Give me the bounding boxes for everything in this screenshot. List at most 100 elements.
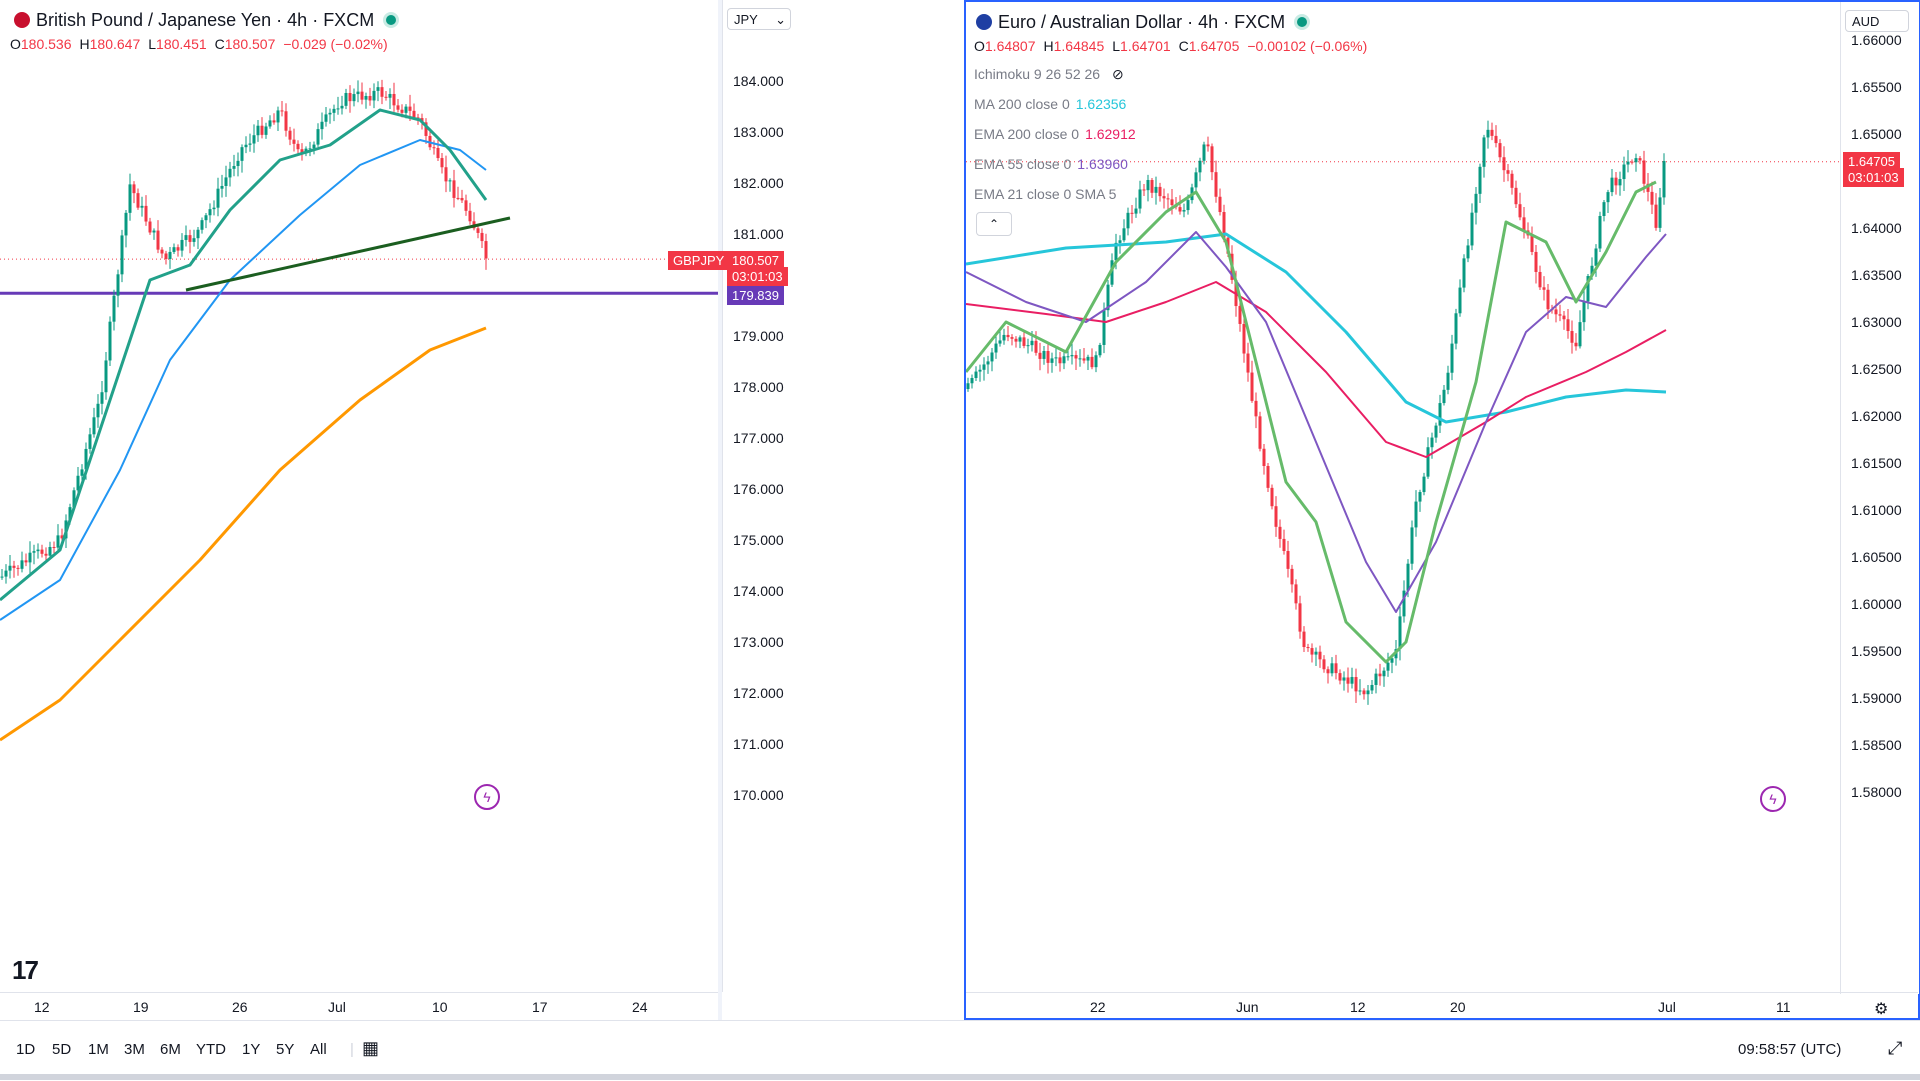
candle-body <box>982 364 986 370</box>
candle-body <box>208 209 212 216</box>
gbpjpy-ohlc: O180.536 H180.647 L180.451 C180.507 −0.029 (… <box>10 36 388 52</box>
tradingview-logo-icon[interactable]: 17 <box>12 955 39 985</box>
range-1y-button[interactable]: 1Y <box>242 1041 261 1058</box>
candle-body <box>1042 351 1046 359</box>
candle-body <box>1118 240 1122 243</box>
fullscreen-icon[interactable]: ⤢ <box>1888 1038 1903 1058</box>
candle-body <box>84 448 88 470</box>
eye-off-icon[interactable]: ⊘ <box>1111 66 1124 82</box>
high-value: 180.647 <box>89 36 141 52</box>
candle-body <box>116 274 120 296</box>
euraud-chart-pane[interactable]: Euro / Australian Dollar · 4h · FXCM O1.… <box>964 0 1920 1020</box>
candle-body <box>1054 357 1058 359</box>
ema55-line <box>966 231 1667 613</box>
gbpjpy-price-axis[interactable]: JPY ⌄ 184.000183.000182.000181.000180.00… <box>722 0 791 992</box>
candle-body <box>340 105 344 109</box>
indicator-ema55[interactable]: EMA 55 close 0 1.63960 <box>974 156 1128 172</box>
settings-gear-icon[interactable]: ⚙ <box>1874 1001 1889 1018</box>
candle-body <box>1058 357 1062 364</box>
candle-body <box>1618 179 1622 186</box>
candle-body <box>1358 690 1362 692</box>
range-3m-button[interactable]: 3M <box>124 1041 145 1058</box>
candle-body <box>436 148 440 159</box>
range-all-button[interactable]: All <box>310 1041 327 1058</box>
collapse-legend-button[interactable]: ⌃ <box>976 212 1012 236</box>
candle-body <box>1462 258 1466 288</box>
candle-body <box>1546 289 1550 310</box>
aud-currency-select[interactable]: AUD <box>1845 10 1909 32</box>
time-tick: Jul <box>1658 999 1676 1015</box>
indicator-ma200[interactable]: MA 200 close 0 1.62356 <box>974 96 1126 112</box>
gbpjpy-time-axis[interactable]: 12 19 26 Jul 10 17 24 <box>0 992 718 1021</box>
candle-body <box>112 295 116 322</box>
candle-body <box>1658 197 1662 228</box>
euraud-title-text: Euro / Australian Dollar · 4h · FXCM <box>998 12 1286 32</box>
lightning-icon[interactable]: ϟ <box>474 784 500 810</box>
candle-body <box>1218 196 1222 213</box>
candle-body <box>978 369 982 372</box>
price-tick: 178.000 <box>733 379 784 395</box>
jpy-currency-select[interactable]: JPY ⌄ <box>727 8 791 30</box>
candle-body <box>1138 189 1142 209</box>
range-6m-button[interactable]: 6M <box>160 1041 181 1058</box>
range-5y-button[interactable]: 5Y <box>276 1041 295 1058</box>
candle-body <box>148 221 152 233</box>
candle-body <box>352 94 356 102</box>
euraud-plot[interactable] <box>966 2 1840 992</box>
candle-body <box>484 241 488 259</box>
candle-body <box>1194 172 1198 188</box>
candle-body <box>1182 210 1186 212</box>
candle-body <box>60 535 64 539</box>
candle-body <box>140 205 144 208</box>
price-tick: 1.63000 <box>1851 314 1902 330</box>
gbpjpy-plot[interactable] <box>0 0 718 992</box>
chevron-down-icon: ⌄ <box>775 12 786 27</box>
euraud-price-axis[interactable]: AUD 1.660001.655001.650001.645001.640001… <box>1840 2 1919 994</box>
indicator-ichimoku[interactable]: Ichimoku 9 26 52 26 ⊘ <box>974 66 1124 83</box>
price-tick: 1.61000 <box>1851 502 1902 518</box>
date-range-calendar-icon[interactable]: ▦ <box>362 1038 380 1058</box>
candle-body <box>1222 212 1226 238</box>
price-tick: 1.62500 <box>1851 361 1902 377</box>
candle-body <box>1454 313 1458 344</box>
indicator-value: 1.63960 <box>1077 156 1128 172</box>
eur-flag-icon <box>976 14 992 30</box>
candle-body <box>1590 265 1594 277</box>
candle-body <box>440 158 444 168</box>
lightning-icon[interactable]: ϟ <box>1760 786 1786 812</box>
indicator-ema21[interactable]: EMA 21 close 0 SMA 5 <box>974 186 1116 202</box>
candle-body <box>1418 492 1422 502</box>
candle-body <box>1350 677 1354 684</box>
candle-body <box>1630 161 1634 163</box>
candle-body <box>1386 662 1390 671</box>
candle-body <box>448 180 452 182</box>
range-ytd-button[interactable]: YTD <box>196 1041 226 1058</box>
indicator-ema200[interactable]: EMA 200 close 0 1.62912 <box>974 126 1136 142</box>
low-value: 1.64701 <box>1120 38 1171 54</box>
candle-body <box>1290 568 1294 585</box>
range-1d-button[interactable]: 1D <box>16 1041 36 1058</box>
range-1m-button[interactable]: 1M <box>88 1041 109 1058</box>
candle-body <box>1442 389 1446 404</box>
candle-body <box>1266 466 1270 488</box>
gbpjpy-title-text: British Pound / Japanese Yen · 4h · FXCM <box>36 10 375 30</box>
candle-body <box>328 112 332 115</box>
price-tick: 181.000 <box>733 226 784 242</box>
candle-body <box>1594 248 1598 266</box>
candle-body <box>292 139 296 144</box>
candle-body <box>1110 260 1114 285</box>
euraud-time-axis[interactable]: 22 Jun 12 20 Jul 11 ⚙ <box>966 992 1918 1021</box>
gbpjpy-chart-pane[interactable]: British Pound / Japanese Yen · 4h · FXCM… <box>0 0 718 1020</box>
pane-separator[interactable] <box>718 0 722 1020</box>
candle-body <box>1314 651 1318 655</box>
range-5d-button[interactable]: 5D <box>52 1041 72 1058</box>
indicator-label: Ichimoku 9 26 52 26 <box>974 66 1101 82</box>
candle-body <box>212 207 216 210</box>
utc-clock[interactable]: 09:58:57 (UTC) <box>1738 1041 1842 1058</box>
candle-body <box>88 434 92 449</box>
candle-body <box>44 553 48 556</box>
candle-body <box>1606 192 1610 203</box>
candle-body <box>1582 301 1586 323</box>
time-tick: 17 <box>532 999 548 1015</box>
candle-body <box>1030 340 1034 346</box>
